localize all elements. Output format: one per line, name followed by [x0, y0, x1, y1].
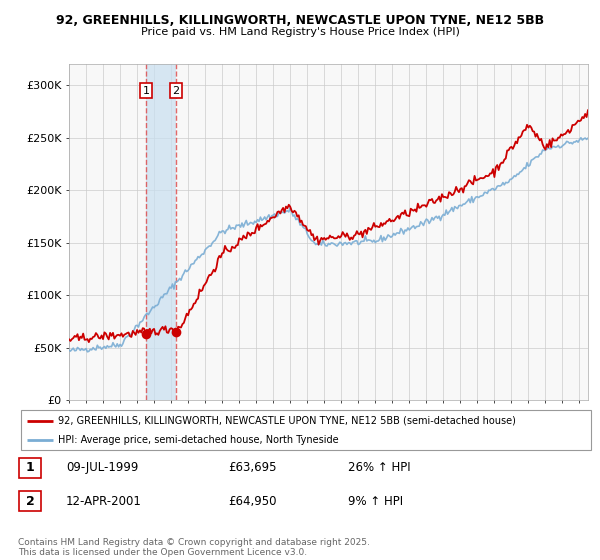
- Text: 92, GREENHILLS, KILLINGWORTH, NEWCASTLE UPON TYNE, NE12 5BB (semi-detached house: 92, GREENHILLS, KILLINGWORTH, NEWCASTLE …: [58, 416, 516, 426]
- Text: 2: 2: [26, 494, 34, 508]
- Text: 26% ↑ HPI: 26% ↑ HPI: [348, 461, 410, 474]
- Text: 9% ↑ HPI: 9% ↑ HPI: [348, 494, 403, 508]
- FancyBboxPatch shape: [19, 491, 41, 511]
- Text: 09-JUL-1999: 09-JUL-1999: [66, 461, 139, 474]
- Text: £63,695: £63,695: [228, 461, 277, 474]
- Bar: [146, 64, 176, 400]
- Text: 1: 1: [142, 86, 149, 96]
- FancyBboxPatch shape: [21, 410, 591, 450]
- FancyBboxPatch shape: [19, 458, 41, 478]
- Text: Contains HM Land Registry data © Crown copyright and database right 2025.
This d: Contains HM Land Registry data © Crown c…: [18, 538, 370, 557]
- Text: £64,950: £64,950: [228, 494, 277, 508]
- Text: Price paid vs. HM Land Registry's House Price Index (HPI): Price paid vs. HM Land Registry's House …: [140, 27, 460, 37]
- Text: 12-APR-2001: 12-APR-2001: [66, 494, 142, 508]
- Text: HPI: Average price, semi-detached house, North Tyneside: HPI: Average price, semi-detached house,…: [58, 435, 339, 445]
- Text: 1: 1: [26, 461, 34, 474]
- Text: 92, GREENHILLS, KILLINGWORTH, NEWCASTLE UPON TYNE, NE12 5BB: 92, GREENHILLS, KILLINGWORTH, NEWCASTLE …: [56, 14, 544, 27]
- Text: 2: 2: [172, 86, 179, 96]
